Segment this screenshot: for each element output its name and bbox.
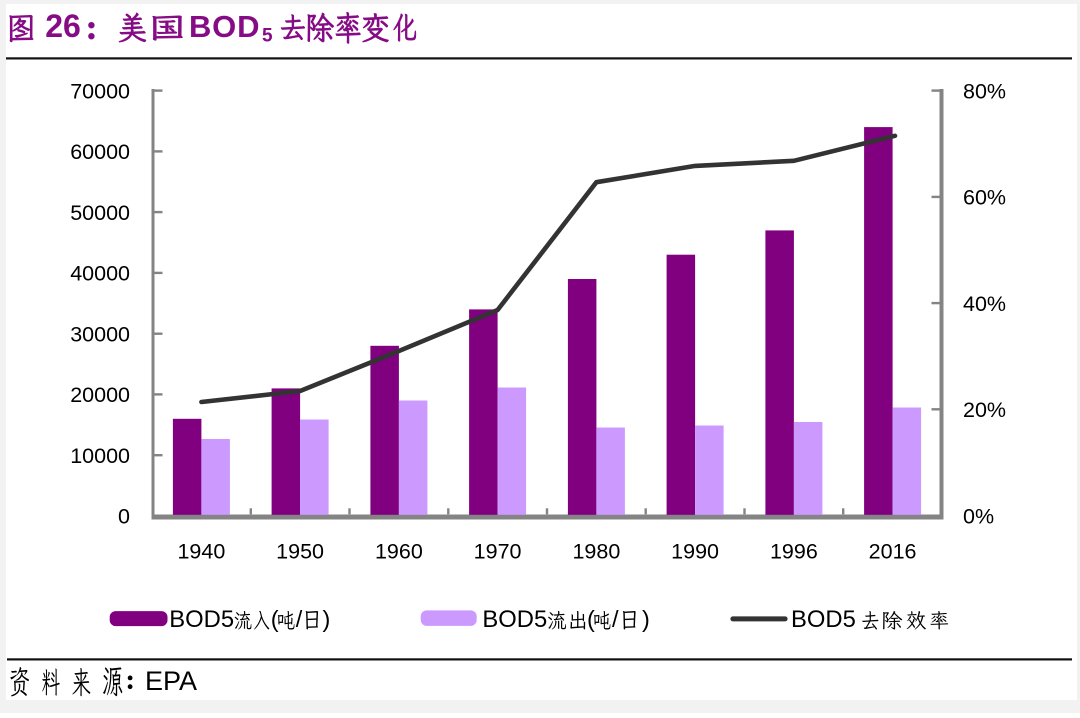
svg-text:5: 5 <box>262 26 273 47</box>
svg-text:1950: 1950 <box>276 540 324 564</box>
svg-text:40000: 40000 <box>70 262 130 286</box>
svg-text:(: ( <box>587 606 595 632</box>
svg-text:60000: 60000 <box>70 140 130 164</box>
svg-text:60%: 60% <box>963 186 1006 210</box>
svg-text:0: 0 <box>118 505 130 529</box>
svg-text:1990: 1990 <box>671 540 719 564</box>
svg-text:1960: 1960 <box>375 540 423 564</box>
svg-text:BOD5: BOD5 <box>791 606 856 633</box>
svg-text:20000: 20000 <box>70 383 130 407</box>
svg-text:50000: 50000 <box>70 201 130 225</box>
svg-text:1996: 1996 <box>770 540 818 564</box>
svg-text:(: ( <box>271 606 279 632</box>
svg-text:40%: 40% <box>963 292 1006 316</box>
svg-text:30000: 30000 <box>70 322 130 346</box>
svg-text:0%: 0% <box>963 505 994 529</box>
svg-text:): ) <box>642 606 650 632</box>
svg-text:BOD5: BOD5 <box>482 606 547 633</box>
svg-text:1970: 1970 <box>474 540 522 564</box>
svg-text:2016: 2016 <box>869 540 917 564</box>
svg-text:): ) <box>323 606 331 632</box>
svg-text:/: / <box>296 606 303 632</box>
svg-text:20%: 20% <box>963 398 1006 422</box>
svg-text:1940: 1940 <box>177 540 225 564</box>
svg-text:EPA: EPA <box>145 666 197 696</box>
svg-text:70000: 70000 <box>70 79 130 103</box>
svg-text:BOD: BOD <box>189 9 260 44</box>
svg-text:10000: 10000 <box>70 444 130 468</box>
svg-text:/: / <box>612 606 619 632</box>
svg-text:BOD5: BOD5 <box>169 606 234 633</box>
svg-text:26: 26 <box>45 8 81 44</box>
svg-text:80%: 80% <box>963 79 1006 103</box>
svg-text:1980: 1980 <box>572 540 620 564</box>
